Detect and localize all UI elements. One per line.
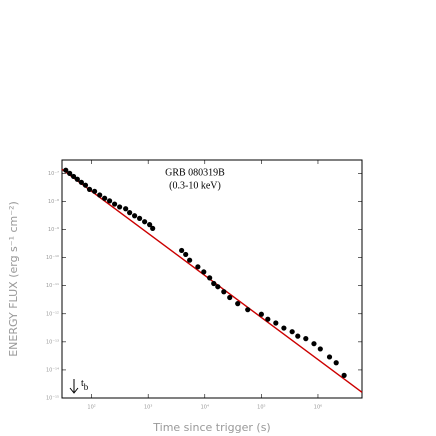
y-tick-label: 10⁻¹¹ [46,283,59,289]
data-point [78,179,84,185]
data-point [289,329,295,335]
data-point [102,195,108,201]
data-point [123,206,129,212]
data-point [221,289,227,295]
y-tick-label: 10⁻¹⁵ [46,396,59,402]
break-label: tb [81,378,89,392]
annotation: GRB 080319B [165,167,225,178]
data-point [179,247,185,254]
y-tick-label: 10⁻¹⁰ [46,255,59,261]
data-point [235,301,241,307]
data-point [63,167,69,173]
data-point [127,210,133,216]
annotation: (0.3-10 keV) [169,180,221,191]
data-point [142,219,148,225]
x-tick-label: 10² [87,405,95,411]
data-point [91,188,98,194]
data-point [82,182,89,188]
data-point [333,360,339,366]
data-point [111,201,118,207]
y-tick-label: 10⁻¹⁴ [46,367,59,373]
data-point [227,294,233,301]
data-point [311,341,317,347]
y-tick-label: 10⁻¹³ [46,339,59,345]
data-point [70,173,77,180]
break-arrow [69,379,79,394]
data-point [215,284,221,290]
x-tick-label: 10⁵ [257,405,265,411]
data-point [303,336,309,342]
x-tick-label: 10⁶ [314,405,322,411]
data-point [317,346,323,352]
data-point [273,320,279,326]
data-point [74,176,80,182]
data-point [136,215,143,221]
y-tick-label: 10⁻⁸ [48,199,59,205]
data-point [147,222,153,228]
plot-frame [61,159,363,399]
break-t: t [81,378,84,389]
data-point [265,316,271,322]
break-sub: b [84,382,89,392]
fit-line [61,168,363,393]
x-axis-label: Time since trigger (s) [152,421,270,434]
data-point [341,372,347,378]
data-point [258,311,264,317]
x-tick-label: 10³ [144,405,152,411]
data-point [106,198,113,204]
data-point [97,192,103,198]
data-point [183,251,189,258]
y-tick-label: 10⁻¹² [46,311,59,317]
data-point [131,213,138,219]
x-tick-label: 10⁴ [201,405,209,411]
data-point [281,325,287,331]
data-point [201,269,207,275]
data-point [326,354,333,360]
data-point [295,333,301,339]
data-point [117,204,123,210]
data-point [150,225,156,231]
data-point [187,257,193,263]
y-axis-label: ENERGY FLUX (erg s⁻¹ cm⁻²) [7,201,20,357]
y-tick-label: 10⁻⁹ [48,227,59,233]
data-point [211,280,217,287]
data-point [207,275,213,281]
data-point [86,186,93,192]
y-tick-label: 10⁻⁷ [48,171,59,177]
data-point [245,307,251,313]
data-point [67,170,73,176]
data-point [195,264,201,270]
